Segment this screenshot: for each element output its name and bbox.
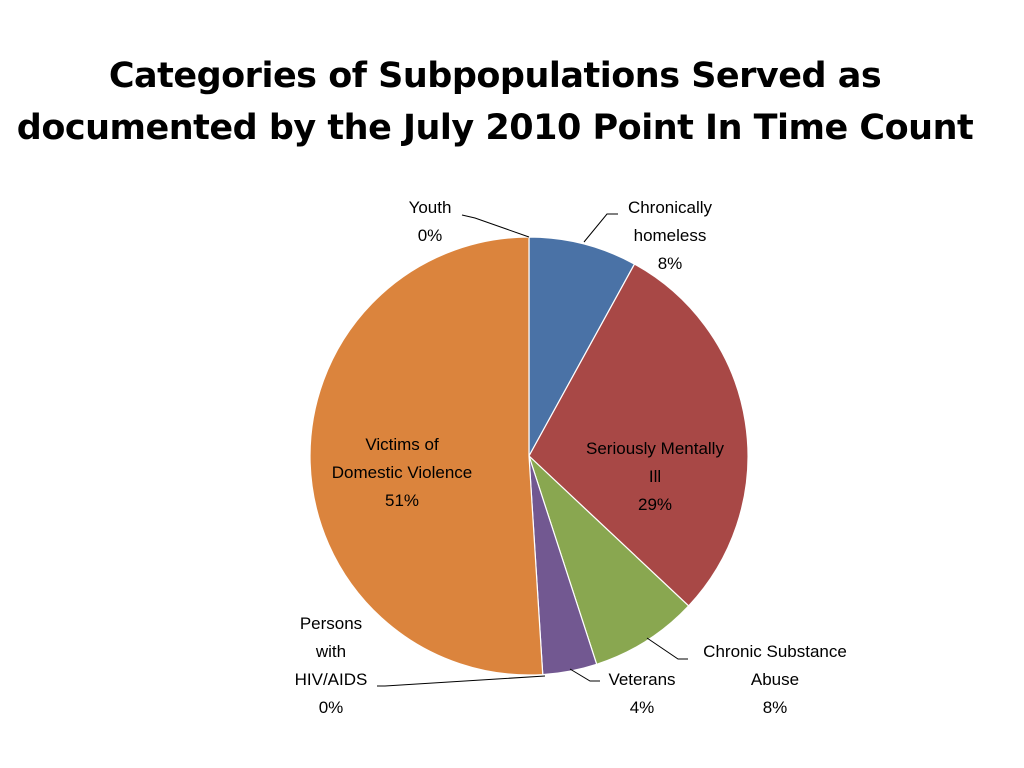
slice-label-victims-of-domestic-violence-line-1: Victims of	[365, 435, 439, 454]
slice-label-chronically-homeless: Chronically homeless 8%	[608, 194, 732, 278]
leader-line-chronically-homeless	[583, 213, 618, 243]
pie-slices	[309, 236, 749, 676]
slice-label-chronic-substance-abuse: Chronic Substance Abuse 8%	[686, 638, 864, 722]
pie-slice-chronic-substance-abuse	[528, 455, 690, 666]
chart-title-line-2: documented by the July 2010 Point In Tim…	[16, 108, 974, 148]
slice-label-victims-of-domestic-violence: Victims of Domestic Violence 51%	[310, 431, 494, 515]
slice-label-chronically-homeless-line-2: homeless	[633, 226, 707, 245]
slice-label-seriously-mentally-ill-pct: 29%	[637, 495, 673, 514]
slice-label-youth-pct: 0%	[417, 226, 443, 245]
slice-label-youth: Youth 0%	[392, 194, 468, 250]
leader-line-veterans	[569, 668, 600, 682]
slice-label-chronic-substance-abuse-pct: 8%	[762, 698, 788, 717]
pie-slice-chronically-homeless	[528, 236, 636, 457]
slice-label-seriously-mentally-ill-line-2: Ill	[648, 467, 662, 486]
slice-label-seriously-mentally-ill-line-1: Seriously Mentally	[586, 439, 724, 458]
slice-label-chronic-substance-abuse-line-2: Abuse	[750, 670, 800, 689]
slice-label-veterans-line-1: Veterans	[608, 670, 676, 689]
slice-label-veterans-pct: 4%	[629, 698, 655, 717]
pie-slice-victims-of-domestic-violence	[309, 236, 544, 676]
slice-label-victims-of-domestic-violence-line-2: Domestic Violence	[331, 463, 473, 482]
slice-label-chronic-substance-abuse-line-1: Chronic Substance	[703, 642, 847, 661]
slice-label-veterans: Veterans 4%	[596, 666, 688, 722]
slice-label-youth-line-1: Youth	[408, 198, 452, 217]
slice-label-chronically-homeless-line-1: Chronically	[627, 198, 713, 217]
chart-title-line-1: Categories of Subpopulations Served as	[108, 56, 882, 96]
chart-title: Categories of Subpopulations Served as d…	[0, 50, 990, 154]
slice-label-victims-of-domestic-violence-pct: 51%	[384, 491, 420, 510]
slice-label-persons-with-hiv-aids-line-3: HIV/AIDS	[294, 670, 368, 689]
leader-lines	[377, 213, 688, 687]
slice-label-persons-with-hiv-aids-pct: 0%	[318, 698, 344, 717]
slice-label-persons-with-hiv-aids-line-1: Persons	[299, 614, 363, 633]
leader-line-chronic-substance-abuse	[646, 637, 688, 660]
slice-label-persons-with-hiv-aids: Persons with HIV/AIDS 0%	[282, 610, 380, 722]
slice-label-seriously-mentally-ill: Seriously Mentally Ill 29%	[564, 435, 746, 519]
pie-slice-seriously-mentally-ill	[528, 263, 749, 607]
leader-line-youth	[461, 214, 530, 238]
slice-label-chronically-homeless-pct: 8%	[657, 254, 683, 273]
leader-line-persons-with-hiv-aids	[377, 675, 546, 687]
slice-label-persons-with-hiv-aids-line-2: with	[315, 642, 347, 661]
